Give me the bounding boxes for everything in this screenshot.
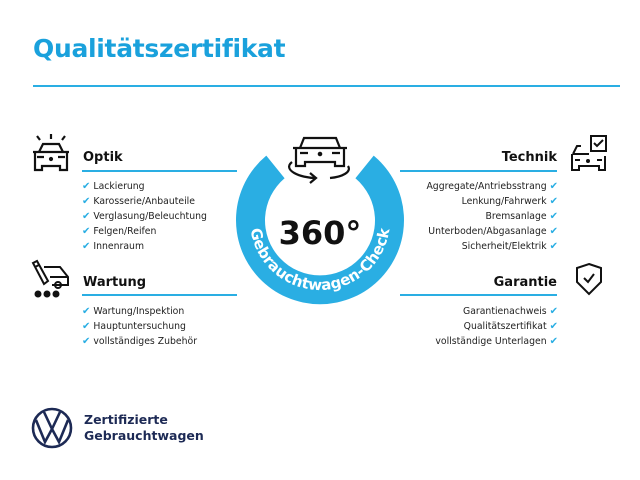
list-item-label: Sicherheit/Elektrik (461, 241, 547, 252)
check-icon: ✔ (82, 241, 91, 252)
list-item-label: Lackierung (93, 181, 145, 192)
section-divider (400, 294, 557, 296)
list-item: Bremsanlage ✔ (380, 209, 559, 224)
check-icon: ✔ (549, 196, 558, 207)
list-item-label: Verglasung/Beleuchtung (93, 211, 207, 222)
check-icon: ✔ (82, 336, 91, 347)
check-icon: ✔ (82, 226, 91, 237)
list-item-label: Felgen/Reifen (93, 226, 157, 237)
list-item: Aggregate/Antriebsstrang ✔ (380, 179, 558, 194)
360-check-badge: 360° Gebrauchtwagen-Check (236, 136, 404, 305)
list-item-label: Unterboden/Abgasanlage (428, 226, 547, 237)
check-icon: ✔ (549, 321, 558, 332)
check-icon: ✔ (549, 226, 558, 237)
section-divider (82, 294, 237, 296)
list-item-label: vollständige Unterlagen (435, 336, 547, 347)
brand-line-1: Zertifizierte (84, 412, 168, 427)
list-garantie: Garantienachweis ✔ Qualitätszertifikat ✔ v… (380, 304, 558, 349)
list-item-label: Innenraum (93, 241, 144, 252)
check-icon: ✔ (549, 181, 558, 192)
list-item-label: Wartung/Inspektion (93, 306, 185, 317)
list-item: ✔ vollständiges Zubehör (82, 334, 197, 349)
list-item-label: Aggregate/Antriebsstrang (426, 181, 547, 192)
list-item-label: vollständiges Zubehör (93, 336, 198, 347)
brand-text: Zertifizierte Gebrauchtwagen (84, 412, 204, 444)
badge-ring (236, 155, 404, 305)
list-item: ✔ Innenraum (82, 239, 207, 254)
list-item: ✔ Hauptuntersuchung (82, 319, 197, 334)
list-item-label: Garantienachweis (463, 306, 547, 317)
list-item: ✔ Verglasung/Beleuchtung (82, 209, 207, 224)
list-item: ✔ Wartung/Inspektion (82, 304, 197, 319)
list-item: Sicherheit/Elektrik ✔ (380, 239, 558, 254)
list-item-label: Lenkung/Fahrwerk (461, 196, 547, 207)
check-icon: ✔ (549, 306, 558, 317)
car-rotate-icon (288, 136, 350, 184)
section-heading-garantie: Garantie (493, 275, 557, 290)
list-item: ✔ Lackierung (82, 179, 207, 194)
list-item: ✔ Karosserie/Anbauteile (82, 194, 207, 209)
list-optik: ✔ Lackierung ✔ Karosserie/Anbauteile ✔ Verg… (82, 179, 207, 254)
list-item: Qualitätszertifikat ✔ (380, 319, 558, 334)
check-icon: ✔ (82, 321, 91, 332)
list-technik: Aggregate/Antriebsstrang ✔ Lenkung/Fahrwe… (380, 179, 558, 254)
title-divider (33, 85, 620, 87)
list-item: Garantienachweis ✔ (380, 304, 558, 319)
badge-value: 360° (279, 214, 362, 252)
check-icon: ✔ (82, 306, 91, 317)
check-icon: ✔ (549, 211, 558, 222)
check-icon: ✔ (549, 336, 558, 347)
list-item-label: Hauptuntersuchung (93, 321, 186, 332)
vw-logo (31, 407, 73, 449)
section-heading-optik: Optik (83, 150, 123, 165)
section-divider (82, 170, 237, 172)
list-item: Unterboden/Abgasanlage ✔ (380, 224, 558, 239)
list-wartung: ✔ Wartung/Inspektion ✔ Hauptuntersuchung ✔… (82, 304, 197, 349)
list-item: Lenkung/Fahrwerk ✔ (380, 194, 558, 209)
list-item: vollständige Unterlagen ✔ (380, 334, 558, 349)
shield-check-icon (576, 262, 602, 296)
check-icon: ✔ (82, 181, 91, 192)
check-icon: ✔ (82, 211, 91, 222)
brand-line-2: Gebrauchtwagen (84, 428, 204, 443)
list-item-label: Qualitätszertifikat (463, 321, 547, 332)
section-heading-technik: Technik (501, 150, 557, 165)
car-checklist-icon (571, 135, 607, 171)
list-item: ✔ Felgen/Reifen (82, 224, 207, 239)
check-icon: ✔ (549, 241, 558, 252)
list-item-label: Karosserie/Anbauteile (93, 196, 195, 207)
maintenance-icon (31, 259, 69, 298)
car-lights-icon (33, 134, 69, 172)
list-item-label: Bremsanlage (485, 211, 547, 222)
page-title: Qualitätszertifikat (33, 34, 286, 63)
section-heading-wartung: Wartung (83, 275, 147, 290)
section-divider (400, 170, 557, 172)
check-icon: ✔ (82, 196, 91, 207)
